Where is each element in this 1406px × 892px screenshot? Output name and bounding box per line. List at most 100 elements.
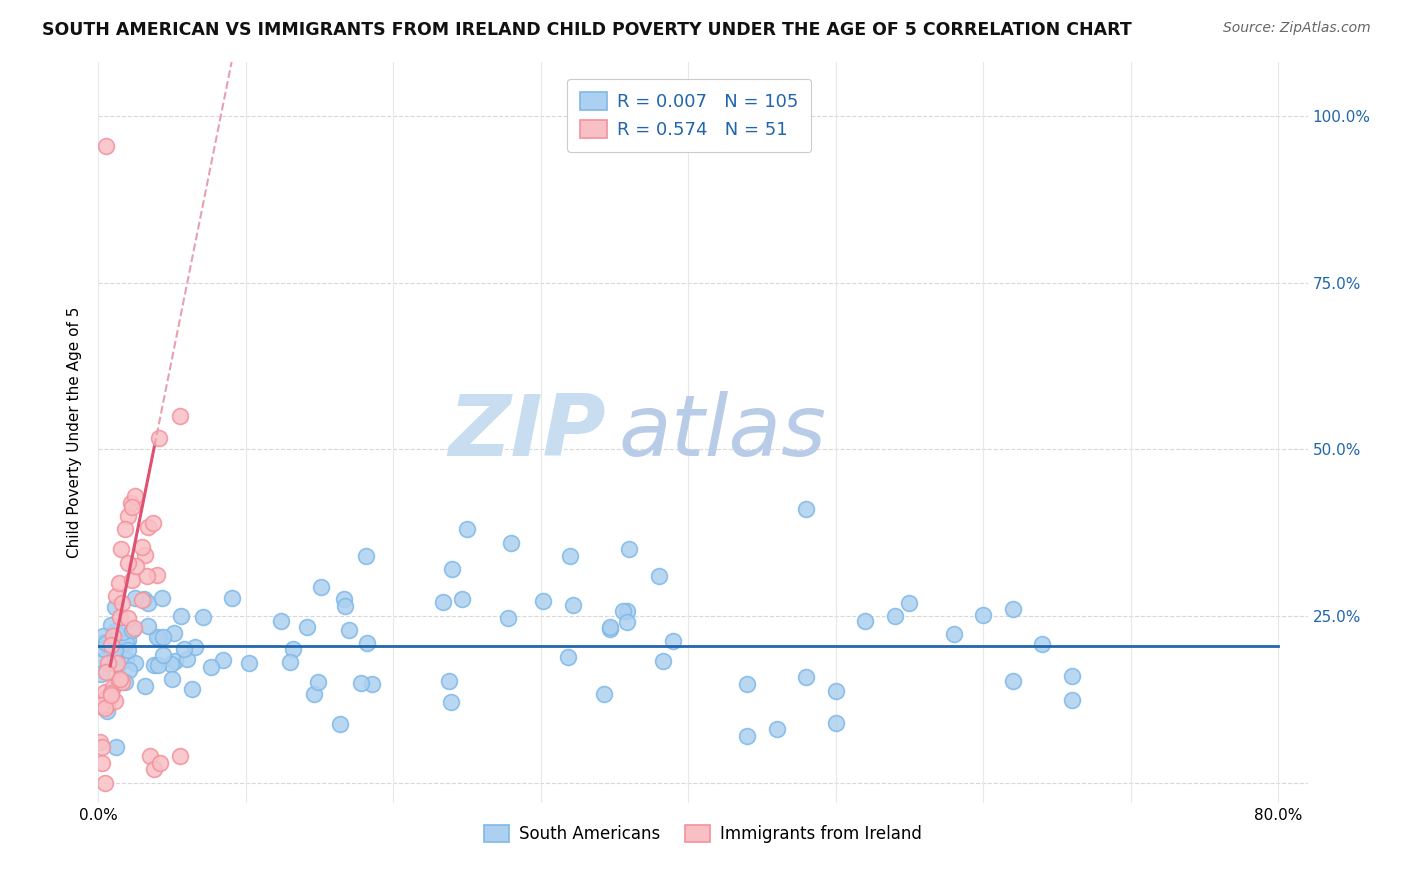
Point xyxy=(117,557,139,571)
Point xyxy=(105,739,128,754)
Point xyxy=(152,630,174,644)
Point xyxy=(735,729,758,743)
Point xyxy=(173,642,195,657)
Point xyxy=(142,658,165,673)
Point xyxy=(124,656,146,670)
Point xyxy=(349,676,371,690)
Point xyxy=(139,749,162,764)
Point xyxy=(100,686,122,700)
Point xyxy=(104,599,127,614)
Point xyxy=(117,632,139,647)
Point xyxy=(148,431,170,445)
Point xyxy=(124,558,146,573)
Point xyxy=(212,653,235,667)
Text: ZIP: ZIP xyxy=(449,391,606,475)
Point xyxy=(735,677,758,691)
Point xyxy=(111,624,134,639)
Point xyxy=(824,715,846,730)
Point xyxy=(121,500,143,514)
Point xyxy=(501,535,523,549)
Point xyxy=(117,611,139,625)
Point xyxy=(96,704,118,718)
Point xyxy=(599,622,621,636)
Point xyxy=(150,591,173,606)
Point xyxy=(146,630,169,644)
Point xyxy=(114,674,136,689)
Point xyxy=(138,520,160,534)
Point xyxy=(90,666,112,681)
Point xyxy=(169,749,191,764)
Point xyxy=(356,636,378,650)
Point xyxy=(163,625,186,640)
Point xyxy=(183,640,205,654)
Point xyxy=(437,674,460,689)
Point xyxy=(149,756,172,770)
Point xyxy=(104,642,127,657)
Point xyxy=(1001,674,1024,689)
Point xyxy=(170,608,193,623)
Point xyxy=(898,596,921,610)
Point xyxy=(853,614,876,628)
Point xyxy=(117,643,139,657)
Point xyxy=(200,660,222,674)
Point xyxy=(146,657,169,672)
Point xyxy=(101,680,124,694)
Point xyxy=(100,617,122,632)
Point xyxy=(134,549,156,563)
Point xyxy=(765,723,787,737)
Point xyxy=(90,698,112,713)
Point xyxy=(107,658,129,673)
Point xyxy=(333,591,356,606)
Text: Source: ZipAtlas.com: Source: ZipAtlas.com xyxy=(1223,21,1371,35)
Point xyxy=(794,670,817,684)
Point xyxy=(270,614,292,628)
Point xyxy=(883,609,905,624)
Point xyxy=(557,649,579,664)
Point xyxy=(120,496,142,510)
Point xyxy=(117,508,139,523)
Point xyxy=(94,685,117,699)
Point xyxy=(160,657,183,671)
Point xyxy=(122,621,145,635)
Point xyxy=(143,763,166,777)
Point xyxy=(440,695,463,709)
Point xyxy=(942,627,965,641)
Point xyxy=(90,739,112,754)
Point xyxy=(592,687,614,701)
Point xyxy=(94,138,117,153)
Point xyxy=(560,549,582,563)
Point xyxy=(105,589,128,603)
Point xyxy=(309,580,332,594)
Point xyxy=(972,607,994,622)
Point xyxy=(121,573,143,587)
Y-axis label: Child Poverty Under the Age of 5: Child Poverty Under the Age of 5 xyxy=(67,307,83,558)
Point xyxy=(1001,602,1024,616)
Point xyxy=(337,623,360,637)
Point xyxy=(333,599,356,613)
Point xyxy=(451,592,474,607)
Point xyxy=(794,502,817,516)
Point xyxy=(134,679,156,693)
Point xyxy=(131,592,153,607)
Point xyxy=(619,542,641,557)
Point xyxy=(118,664,141,678)
Point xyxy=(221,591,243,605)
Text: SOUTH AMERICAN VS IMMIGRANTS FROM IRELAND CHILD POVERTY UNDER THE AGE OF 5 CORRE: SOUTH AMERICAN VS IMMIGRANTS FROM IRELAN… xyxy=(42,21,1132,38)
Point xyxy=(111,674,134,689)
Point xyxy=(100,688,122,702)
Point xyxy=(456,522,478,536)
Point xyxy=(136,569,159,583)
Point xyxy=(562,598,585,612)
Point xyxy=(114,522,136,536)
Point xyxy=(96,698,118,713)
Point xyxy=(180,681,202,696)
Point xyxy=(121,623,143,637)
Point xyxy=(824,684,846,698)
Point xyxy=(148,631,170,645)
Point xyxy=(93,701,115,715)
Point xyxy=(648,569,671,583)
Point xyxy=(176,652,198,666)
Point xyxy=(104,693,127,707)
Point xyxy=(136,596,159,610)
Point xyxy=(124,489,146,503)
